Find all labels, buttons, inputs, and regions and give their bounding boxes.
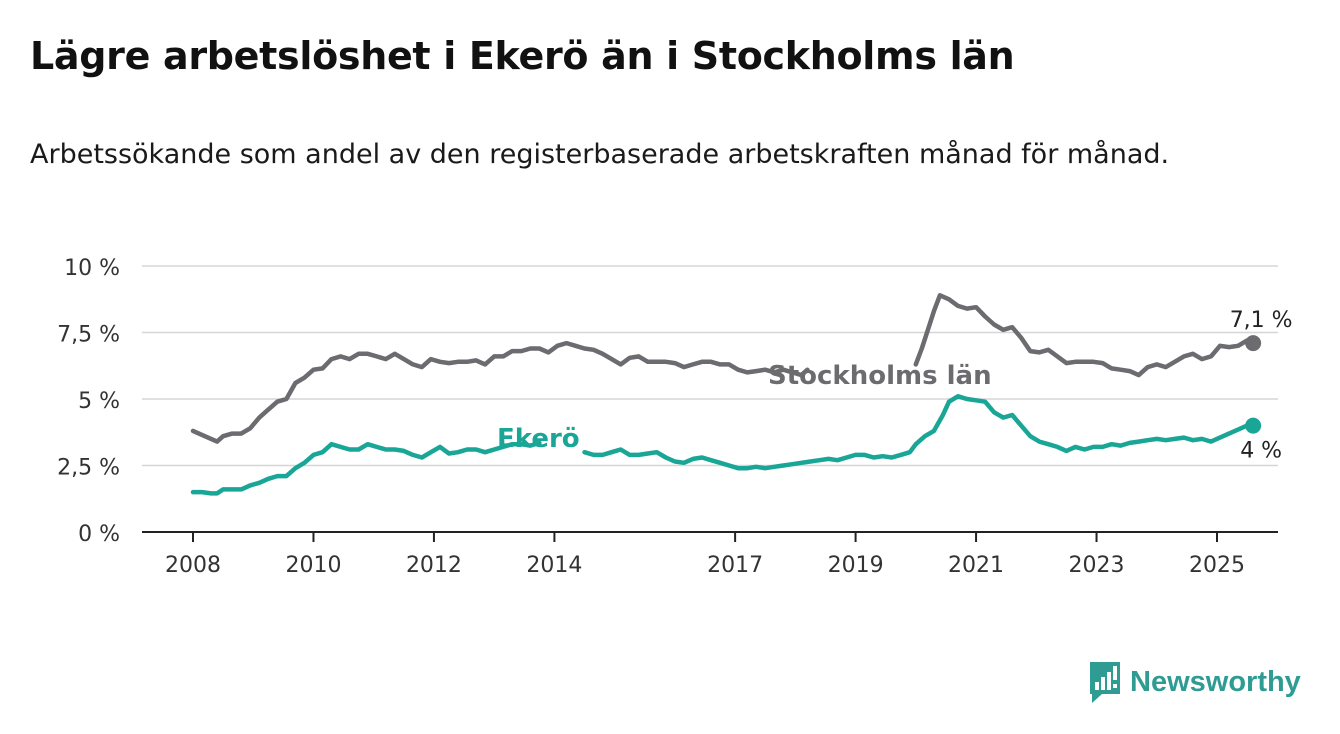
x-tick-label: 2021 [948, 553, 1004, 578]
series-lines [190, 293, 1262, 496]
end-point-stockholms-l-n [1245, 335, 1262, 352]
series-labels: 7,1 % 4 % Stockholms län Ekerö [497, 308, 1293, 463]
x-tick-label: 2019 [828, 553, 884, 578]
x-tick-label: 2008 [165, 553, 221, 578]
y-axis-ticks: 0 % 2,5 % 5 % 7,5 % 10 % [57, 256, 120, 547]
brand-name: Newsworthy [1130, 665, 1301, 698]
end-label-stockholms-l-n: 7,1 % [1230, 308, 1293, 333]
y-tick-label: 0 % [78, 522, 120, 547]
y-tick-label: 10 % [64, 256, 120, 281]
end-label-eker-: 4 % [1240, 439, 1282, 464]
x-tick-label: 2010 [285, 553, 341, 578]
x-tick-label: 2012 [406, 553, 462, 578]
x-tick-label: 2014 [526, 553, 582, 578]
y-tick-label: 5 % [78, 389, 120, 414]
x-tick-label: 2025 [1189, 553, 1245, 578]
x-tick-label: 2017 [707, 553, 763, 578]
y-tick-label: 2,5 % [57, 456, 120, 481]
series-line-eker- [582, 394, 1256, 471]
series-label-stockholms-lan: Stockholms län [768, 361, 992, 391]
series-line-stockholms-l-n [190, 340, 810, 444]
x-axis-ticks: 2008 2010 2012 2014 2017 2019 2021 2023 2025 [165, 532, 1245, 578]
series-line-stockholms-l-n [913, 293, 1256, 378]
newsworthy-logo[interactable]: Newsworthy [1088, 660, 1301, 704]
series-line-eker- [190, 440, 542, 496]
end-point-eker- [1245, 417, 1262, 434]
series-label-ekero: Ekerö [497, 424, 580, 454]
bar-chart-bubble-icon [1090, 662, 1120, 703]
y-tick-label: 7,5 % [57, 323, 120, 348]
page-subtitle: Arbetssökande som andel av den registerb… [30, 139, 1170, 170]
x-tick-label: 2023 [1069, 553, 1125, 578]
page-title: Lägre arbetslöshet i Ekerö än i Stockhol… [30, 34, 1015, 78]
grid-lines [142, 265, 1278, 533]
